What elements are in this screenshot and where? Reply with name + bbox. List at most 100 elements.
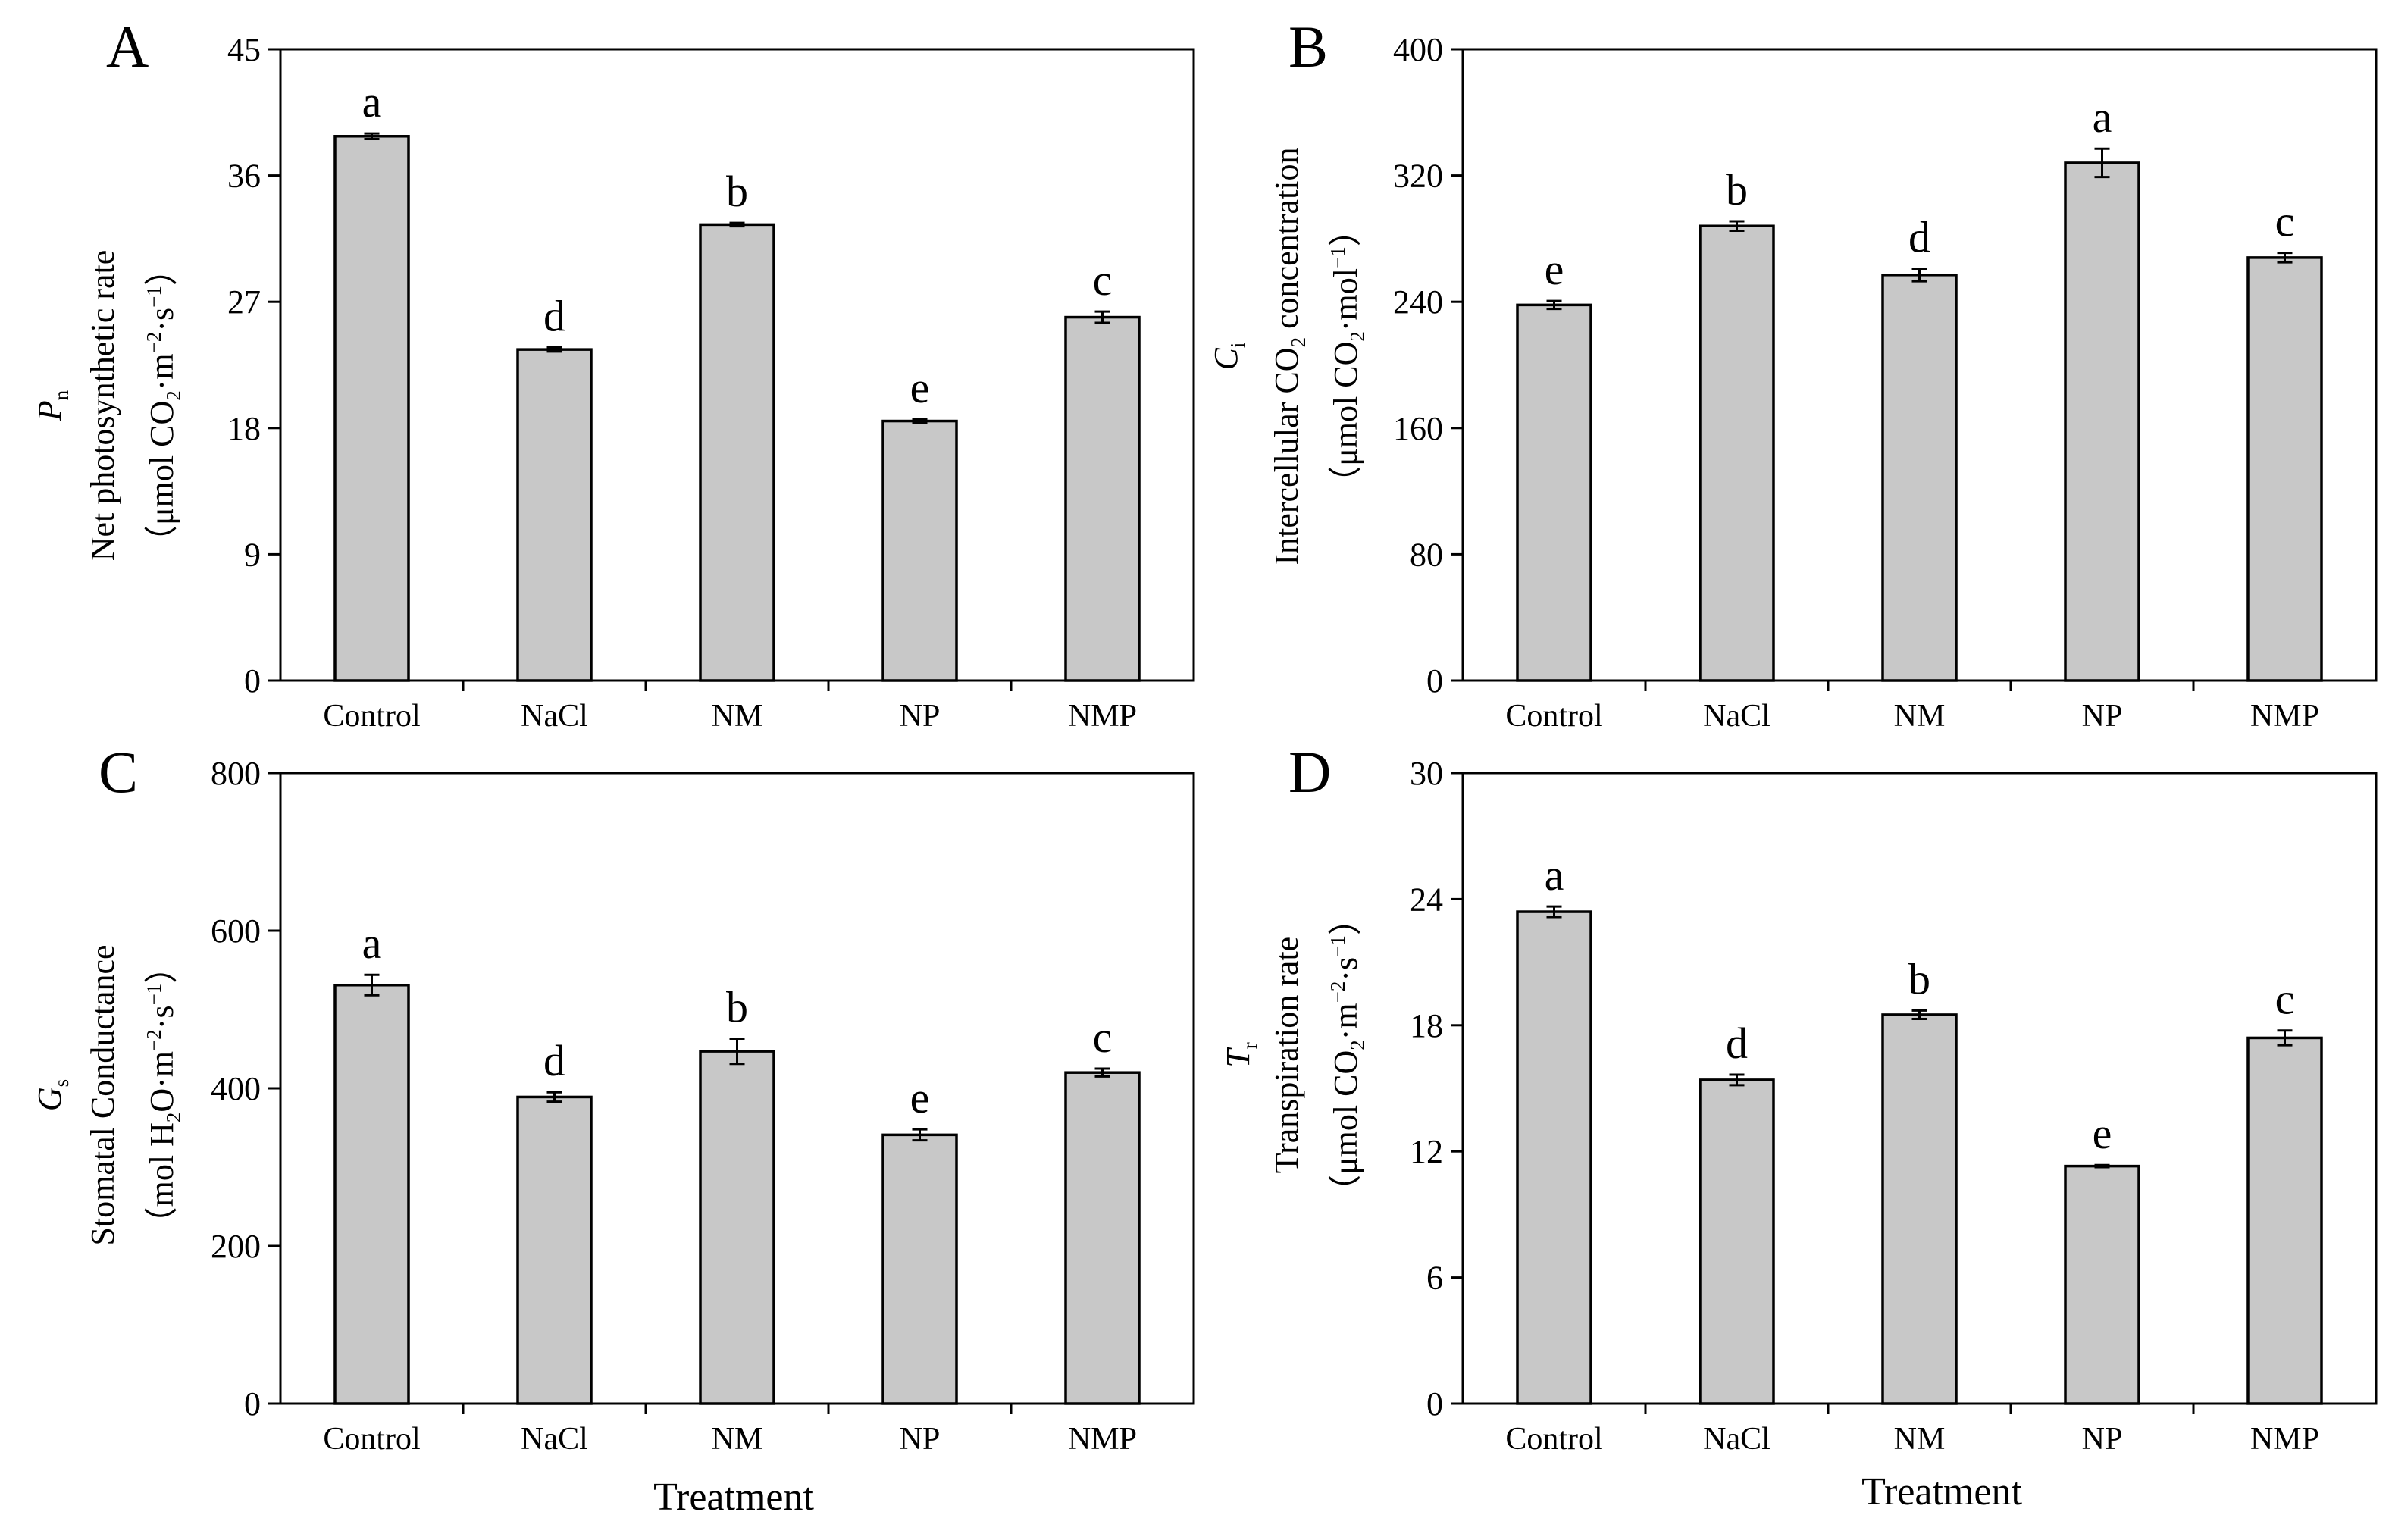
y-axis-symbol: Tr	[1219, 1042, 1261, 1067]
x-axis-title: Treatment	[1861, 1470, 2022, 1513]
bar-nmp	[1064, 315, 1141, 682]
y-tick-label: 800	[211, 755, 261, 792]
bar-np	[881, 1133, 958, 1405]
bar-nmp	[1064, 1071, 1141, 1405]
significance-label: b	[726, 167, 748, 216]
bar-nacl	[516, 348, 593, 682]
bar-nmp	[2246, 1036, 2323, 1405]
y-axis-units: （μmol CO2·mol−1）	[1326, 213, 1369, 499]
significance-label: c	[2275, 975, 2295, 1024]
y-axis-units: （μmol CO2·m−2·s−1）	[142, 252, 185, 559]
y-axis-units: （mol H2O·m−2·s−1）	[142, 950, 185, 1241]
significance-label: d	[543, 291, 565, 340]
bar-nm	[1881, 274, 1958, 682]
x-tick-label: Control	[323, 1422, 420, 1457]
significance-label: b	[726, 982, 748, 1031]
significance-label: d	[543, 1036, 565, 1085]
y-axis-title: Gs Stomatal Conductance （mol H2O·m−2·s−1…	[31, 944, 185, 1245]
significance-label: d	[1908, 212, 1930, 261]
y-axis-title: Pn Net photosynthetic rate （μmol CO2·m−2…	[31, 250, 185, 562]
y-tick-label: 0	[1426, 662, 1443, 700]
y-tick-label: 24	[1410, 881, 1443, 918]
y-axis-name: Net photosynthetic rate	[84, 250, 121, 562]
y-tick-label: 200	[211, 1228, 261, 1265]
x-tick-label: Control	[1505, 1422, 1602, 1457]
bar-np	[881, 419, 958, 682]
x-tick-label: NP	[900, 699, 941, 734]
y-tick-label: 0	[244, 1385, 261, 1423]
bar-control	[333, 984, 410, 1405]
y-axis-symbol: Gs	[31, 1079, 73, 1111]
bar-nm	[699, 223, 775, 682]
y-axis-name: Stomatal Conductance	[84, 944, 121, 1245]
bar-control	[333, 135, 410, 682]
x-tick-label: NaCl	[1703, 1422, 1771, 1457]
bar-control	[1516, 910, 1592, 1405]
y-axis-symbol: Ci	[1207, 343, 1249, 371]
significance-label: b	[1726, 165, 1748, 214]
panel-b: B Ci Intercellular CO2 concentration （μm…	[1207, 14, 2378, 734]
y-axis-name: Transpiration rate	[1268, 937, 1305, 1173]
y-axis-title: Tr Transpiration rate （μmol CO2·m−2·s−1）	[1219, 902, 1369, 1208]
y-tick-label: 36	[227, 158, 261, 195]
panel-c: C Gs Stomatal Conductance （mol H2O·m−2·s…	[31, 739, 1195, 1519]
y-tick-label: 0	[244, 662, 261, 700]
panel-label: A	[106, 14, 149, 80]
x-tick-label: NM	[1894, 699, 1946, 734]
y-tick-label: 6	[1426, 1260, 1443, 1297]
x-axis-title: Treatment	[653, 1476, 814, 1519]
bar-nacl	[516, 1095, 593, 1405]
panel-a: A Pn Net photosynthetic rate （μmol CO2·m…	[31, 14, 1195, 734]
x-tick-label: NP	[2082, 1422, 2123, 1457]
y-tick-label: 160	[1393, 410, 1443, 447]
y-tick-label: 600	[211, 912, 261, 950]
panel-label: D	[1288, 739, 1331, 805]
bar-control	[1516, 303, 1592, 682]
significance-label: c	[1093, 1013, 1113, 1062]
significance-label: d	[1726, 1019, 1748, 1068]
y-tick-label: 45	[227, 31, 261, 68]
y-tick-label: 400	[211, 1070, 261, 1107]
significance-label: b	[1908, 954, 1930, 1003]
y-axis-units: （μmol CO2·m−2·s−1）	[1326, 902, 1369, 1208]
x-tick-label: NMP	[1068, 699, 1137, 734]
bar-nmp	[2246, 256, 2323, 682]
x-tick-label: NM	[1894, 1422, 1946, 1457]
x-tick-label: NMP	[2250, 1422, 2319, 1457]
significance-label: e	[910, 1073, 930, 1122]
significance-label: c	[2275, 197, 2295, 246]
x-tick-label: NP	[900, 1422, 941, 1457]
significance-label: a	[362, 919, 382, 968]
significance-label: e	[910, 363, 930, 412]
y-axis-name: Intercellular CO2 concentration	[1268, 147, 1310, 565]
y-tick-label: 18	[1410, 1007, 1443, 1044]
significance-label: a	[362, 77, 382, 127]
significance-label: a	[2093, 92, 2112, 142]
y-tick-label: 27	[227, 283, 261, 321]
x-tick-label: NaCl	[521, 699, 588, 734]
y-tick-label: 12	[1410, 1133, 1443, 1170]
y-tick-label: 0	[1426, 1385, 1443, 1423]
x-tick-label: NMP	[2250, 699, 2319, 734]
bar-nacl	[1699, 224, 1775, 682]
x-tick-label: NM	[712, 699, 763, 734]
bar-nm	[699, 1050, 775, 1405]
y-tick-label: 9	[244, 536, 261, 573]
significance-label: e	[1545, 245, 1564, 294]
x-tick-label: NMP	[1068, 1422, 1137, 1457]
x-tick-label: NaCl	[521, 1422, 588, 1457]
x-tick-label: NM	[712, 1422, 763, 1457]
panel-label: C	[99, 739, 138, 805]
bar-np	[2064, 1164, 2140, 1405]
y-tick-label: 80	[1410, 536, 1443, 573]
x-tick-label: Control	[1505, 699, 1602, 734]
x-tick-label: NaCl	[1703, 699, 1771, 734]
y-tick-label: 240	[1393, 283, 1443, 321]
y-tick-label: 400	[1393, 31, 1443, 68]
y-axis-symbol: Pn	[31, 390, 73, 421]
bar-nm	[1881, 1013, 1958, 1405]
y-tick-label: 18	[227, 410, 261, 447]
significance-label: c	[1093, 255, 1113, 305]
panel-d: D Tr Transpiration rate （μmol CO2·m−2·s−…	[1219, 739, 2378, 1513]
